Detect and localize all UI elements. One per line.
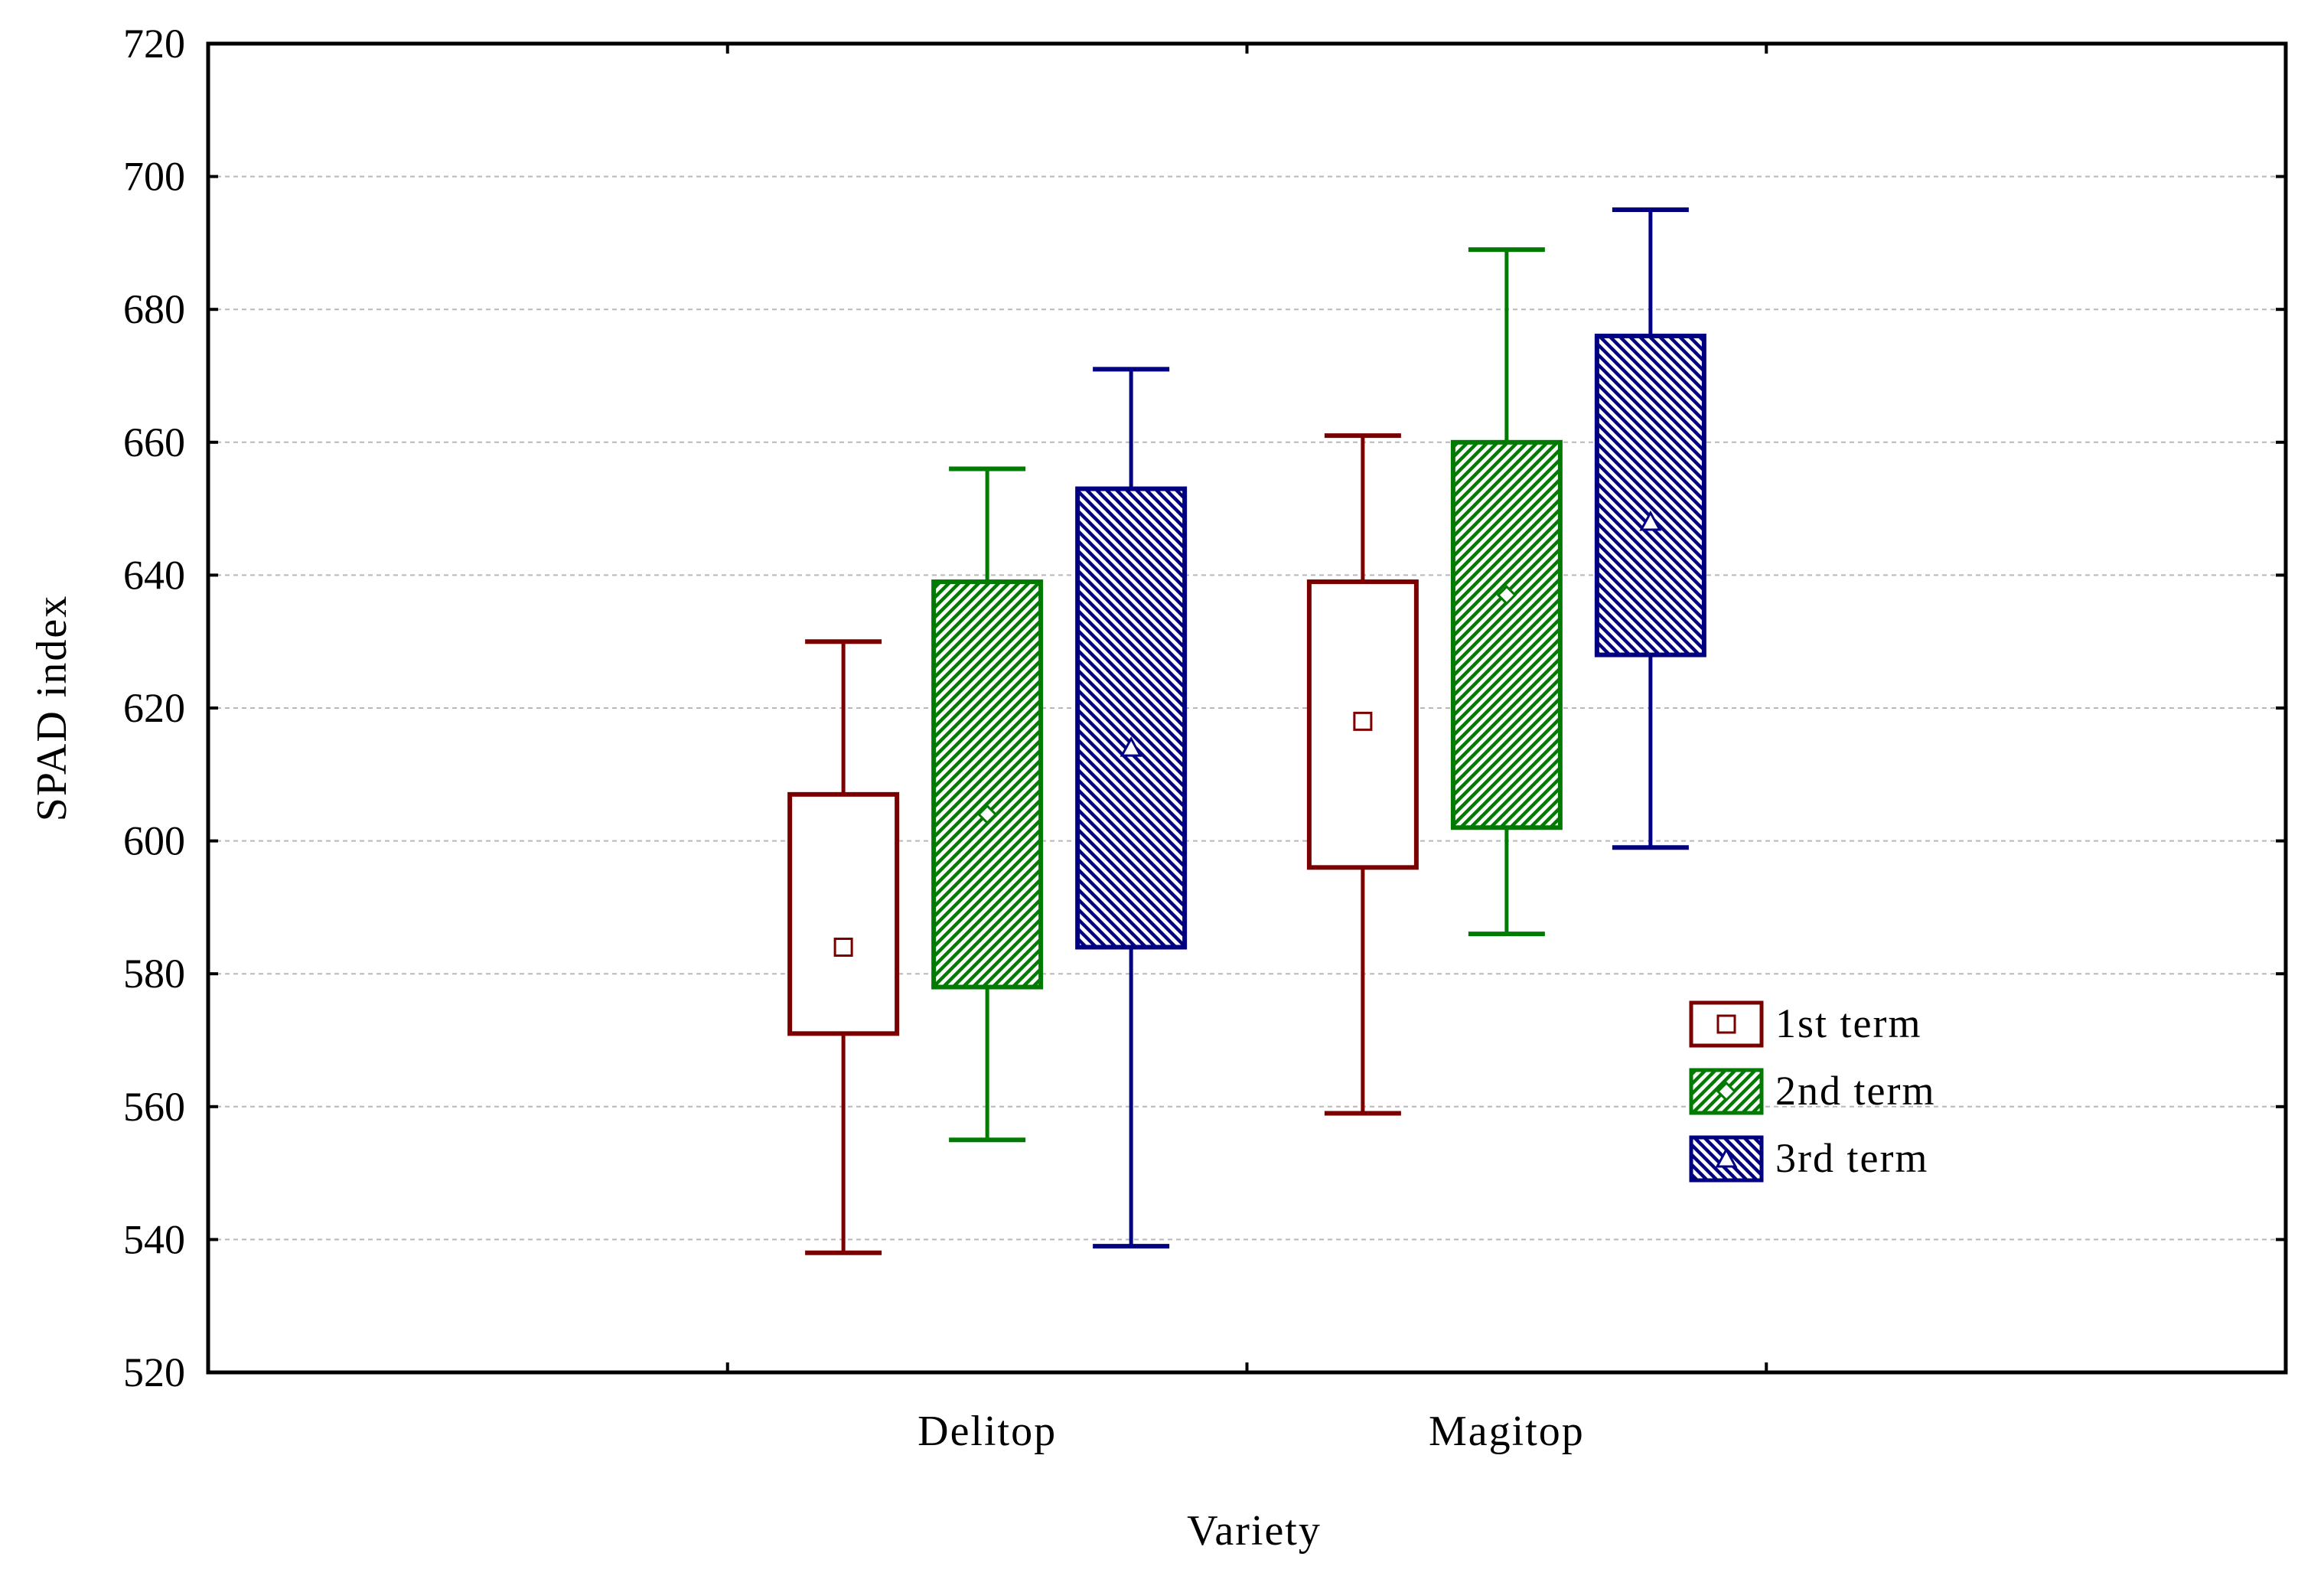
box-iqr [787,791,900,1036]
mean-marker [833,937,853,957]
mean-marker [1353,711,1373,731]
x-tick-label: Delitop [918,1408,1057,1455]
mean-marker [1716,1081,1737,1102]
x-tick-labels: Delitop Magitop [918,1408,1585,1455]
box-iqr [1450,439,1563,830]
box-plot [1450,247,1563,937]
mean-marker [1639,510,1662,531]
box-iqr [931,579,1044,990]
box-iqr [1594,333,1706,657]
legend-item: 2nd term [1689,1068,1935,1115]
box-plot [1594,207,1706,850]
y-tick-label: 640 [123,552,185,598]
legend-label: 2nd term [1775,1068,1935,1114]
mean-marker [1715,1147,1738,1168]
mean-marker [977,804,998,825]
box-plot [931,466,1044,1143]
y-tick-label: 720 [123,21,185,67]
x-axis-title: Variety [1187,1507,1322,1555]
gridlines [208,175,2286,1241]
y-tick-label: 560 [123,1084,185,1130]
mean-marker [1120,736,1142,757]
legend-item: 1st term [1689,1000,1921,1048]
y-axis-title: SPAD index [28,595,76,821]
legend: 1st term 2nd term 3rd term [1689,1000,1935,1183]
mean-marker [1716,1014,1736,1034]
y-tick-labels: 520 540 560 580 600 620 640 660 680 700 720 [123,21,185,1395]
y-tick-label: 600 [123,818,185,864]
y-tick-label: 620 [123,685,185,731]
y-tick-label: 540 [123,1216,185,1262]
y-tick-label: 520 [123,1349,185,1395]
y-tick-label: 680 [123,286,185,332]
y-tick-label: 660 [123,419,185,465]
y-tick-label: 580 [123,951,185,997]
box-plot [787,639,900,1255]
legend-label: 3rd term [1775,1135,1928,1181]
box-iqr [1075,486,1188,950]
x-tick-label: Magitop [1429,1408,1585,1455]
box-plot [1306,433,1419,1116]
mean-marker [1496,585,1517,605]
box-series [787,207,1706,1255]
axis-ticks [208,42,2286,1374]
legend-label: 1st term [1775,1000,1921,1046]
y-tick-label: 700 [123,154,185,200]
box-plot [1075,367,1188,1249]
legend-item: 3rd term [1689,1135,1928,1183]
